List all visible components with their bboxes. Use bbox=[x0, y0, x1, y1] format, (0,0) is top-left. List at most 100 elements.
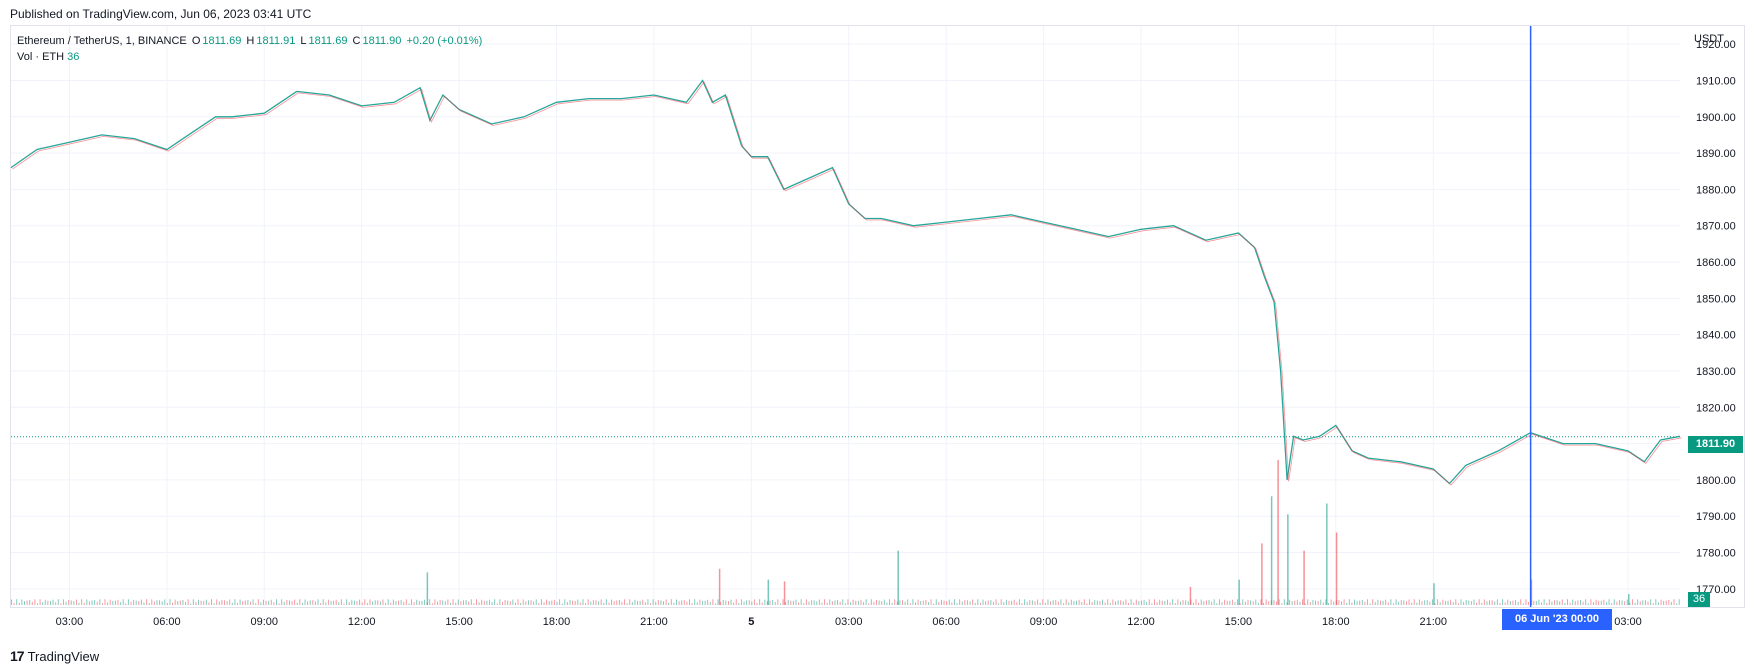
volume-bar bbox=[166, 602, 168, 605]
volume-bar bbox=[683, 600, 685, 605]
volume-bar bbox=[1302, 599, 1304, 605]
volume-bar bbox=[392, 599, 394, 605]
volume-bar bbox=[257, 599, 259, 605]
volume-bar bbox=[1556, 600, 1558, 605]
volume-bar bbox=[785, 602, 787, 605]
volume-bar bbox=[1366, 599, 1368, 605]
volume-bar bbox=[1192, 602, 1194, 605]
volume-legend: Vol · ETH 36 bbox=[17, 51, 79, 63]
volume-bar bbox=[247, 600, 249, 605]
volume-bar bbox=[1361, 599, 1363, 605]
volume-bar bbox=[1424, 600, 1426, 605]
volume-bar bbox=[1263, 602, 1265, 605]
volume-bar bbox=[1021, 603, 1023, 605]
volume-bar bbox=[390, 602, 392, 605]
volume-bar bbox=[1392, 603, 1394, 605]
volume-bar bbox=[86, 599, 88, 605]
volume-bar bbox=[470, 599, 472, 605]
volume-bar bbox=[1411, 602, 1413, 605]
volume-bar bbox=[221, 600, 223, 605]
volume-bar bbox=[1187, 601, 1189, 605]
volume-bar bbox=[574, 600, 576, 605]
volume-bar bbox=[172, 602, 174, 605]
volume-bar bbox=[1166, 599, 1168, 605]
volume-bar bbox=[460, 601, 462, 605]
volume-bar bbox=[1172, 599, 1174, 605]
volume-bar bbox=[320, 603, 322, 605]
volume-bar bbox=[707, 599, 709, 605]
volume-bar bbox=[169, 599, 171, 605]
volume-bar bbox=[18, 602, 20, 605]
volume-bar bbox=[637, 600, 639, 605]
volume-bar bbox=[1307, 599, 1309, 605]
volume-bar bbox=[442, 600, 444, 605]
y-tick-label: 1860.00 bbox=[1696, 257, 1736, 269]
volume-bar bbox=[979, 602, 981, 605]
volume-bar bbox=[382, 599, 384, 605]
x-tick-label: 09:00 bbox=[251, 616, 279, 628]
volume-bar bbox=[78, 602, 80, 605]
volume-bar bbox=[88, 601, 90, 605]
volume-bar bbox=[11, 599, 12, 605]
volume-bar bbox=[1234, 602, 1236, 605]
volume-bar bbox=[1559, 601, 1561, 605]
x-tick-label: 12:00 bbox=[1127, 616, 1155, 628]
volume-bar bbox=[1452, 602, 1454, 605]
volume-bar bbox=[1115, 601, 1117, 605]
volume-bar bbox=[268, 600, 270, 605]
volume-bar bbox=[608, 602, 610, 605]
volume-bar bbox=[29, 599, 31, 605]
volume-bar bbox=[1320, 599, 1322, 605]
volume-bar bbox=[548, 600, 550, 605]
volume-bar bbox=[922, 600, 924, 605]
volume-bar bbox=[1385, 599, 1387, 605]
volume-bar bbox=[951, 602, 953, 605]
volume-bar bbox=[696, 602, 698, 605]
volume-bar bbox=[377, 600, 379, 605]
volume-spike bbox=[718, 568, 721, 605]
volume-bar bbox=[1161, 600, 1163, 605]
volume-bar bbox=[1325, 599, 1327, 605]
volume-bar bbox=[1613, 599, 1615, 605]
volume-bar bbox=[756, 602, 758, 605]
volume-bar bbox=[1476, 602, 1478, 605]
volume-bar bbox=[1486, 601, 1488, 605]
volume-bar bbox=[896, 601, 898, 605]
tradingview-logo[interactable]: 17 TradingView bbox=[10, 648, 99, 664]
volume-bar bbox=[218, 601, 220, 605]
volume-bar bbox=[1551, 601, 1553, 605]
volume-bar bbox=[174, 599, 176, 605]
chart-frame bbox=[10, 25, 1745, 608]
volume-bar bbox=[1379, 600, 1381, 605]
volume-bar bbox=[278, 603, 280, 605]
volume-bar bbox=[1442, 599, 1444, 605]
volume-bar bbox=[1148, 599, 1150, 605]
volume-bar bbox=[504, 599, 506, 605]
volume-bar bbox=[83, 602, 85, 605]
volume-bar bbox=[1003, 602, 1005, 605]
volume-bar bbox=[294, 599, 296, 605]
volume-bar bbox=[301, 602, 303, 605]
volume-bar bbox=[1143, 599, 1145, 605]
volume-bar bbox=[1309, 601, 1311, 605]
volume-bar bbox=[953, 599, 955, 605]
volume-bar bbox=[1312, 599, 1314, 605]
volume-bar bbox=[273, 602, 275, 605]
volume-bar bbox=[553, 599, 555, 605]
volume-bar bbox=[782, 599, 784, 605]
volume-bar bbox=[1094, 599, 1096, 605]
volume-bar bbox=[1231, 599, 1233, 605]
volume-bar bbox=[317, 599, 319, 605]
volume-bar bbox=[722, 599, 724, 605]
volume-bar bbox=[486, 600, 488, 605]
volume-bar bbox=[70, 600, 72, 605]
volume-bar bbox=[1107, 599, 1109, 605]
volume-bar bbox=[1109, 602, 1111, 605]
volume-bar bbox=[1122, 601, 1124, 605]
volume-bar bbox=[748, 600, 750, 605]
volume-bar bbox=[1073, 600, 1075, 605]
volume-bar bbox=[364, 599, 366, 605]
volume-bar bbox=[1668, 599, 1670, 605]
volume-bar bbox=[455, 602, 457, 605]
